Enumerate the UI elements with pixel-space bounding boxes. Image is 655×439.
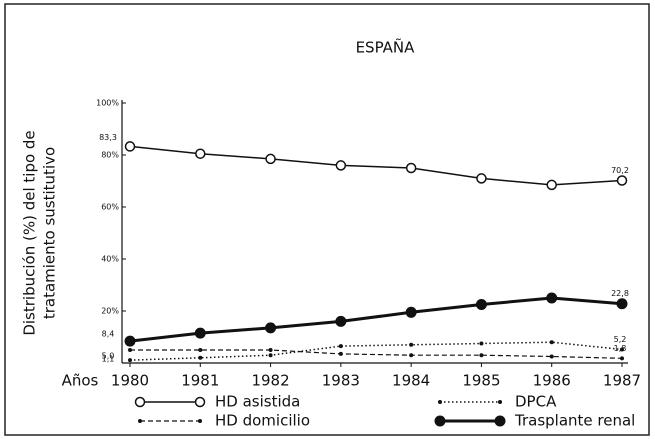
- point: [138, 419, 142, 423]
- point: [549, 354, 554, 359]
- point: [475, 299, 487, 310]
- y-tick-label: 100%: [96, 99, 119, 108]
- point: [405, 306, 417, 318]
- point: [134, 396, 146, 408]
- point: [476, 173, 487, 184]
- legend-label: DPCA: [515, 393, 557, 411]
- point: [198, 355, 203, 360]
- data-label: 1,8: [614, 344, 627, 353]
- point: [620, 347, 624, 352]
- point: [479, 353, 484, 358]
- point: [405, 162, 417, 174]
- y-axis-label: tratamiento sustitutivo: [41, 147, 59, 319]
- series-line: [129, 341, 623, 361]
- data-label: 22,8: [611, 289, 629, 298]
- point: [616, 298, 628, 310]
- x-tick-label: 1986: [533, 372, 571, 390]
- point: [620, 356, 624, 361]
- point: [434, 415, 446, 427]
- data-label: 70,2: [611, 166, 629, 175]
- chart-title: ESPAÑA: [356, 38, 416, 57]
- point: [268, 348, 273, 352]
- y-tick-label: 20%: [101, 307, 119, 316]
- point: [124, 335, 136, 347]
- point: [479, 341, 484, 346]
- point: [128, 348, 132, 352]
- data-label: 1,1: [102, 355, 115, 364]
- x-tick-label: 1985: [462, 372, 500, 390]
- point: [338, 351, 343, 356]
- point: [498, 400, 502, 404]
- x-tick-label: 1982: [251, 372, 289, 390]
- legend-label: HD asistida: [215, 393, 300, 411]
- x-tick-label: 1981: [181, 372, 219, 390]
- x-axis-label: Años: [62, 372, 99, 390]
- point: [195, 148, 206, 159]
- data-label: 8,4: [102, 330, 115, 339]
- point: [265, 153, 276, 165]
- data-label: 5,0: [102, 352, 115, 361]
- frame: [4, 3, 650, 436]
- point: [546, 292, 558, 304]
- series-line: [129, 296, 623, 343]
- y-tick-label: 40%: [101, 255, 119, 264]
- x-tick-label: 1987: [603, 372, 641, 390]
- y-axis-label: Distribución (%) del tipo de: [21, 130, 39, 335]
- data-label: 83,3: [99, 133, 117, 142]
- point: [198, 348, 203, 352]
- point: [194, 327, 206, 339]
- point: [335, 160, 347, 171]
- legend-label: HD domicilio: [215, 412, 310, 430]
- point: [198, 419, 202, 423]
- x-tick-label: 1984: [392, 372, 430, 390]
- point: [494, 415, 506, 427]
- point: [409, 342, 414, 347]
- point: [409, 353, 414, 358]
- data-label: 5,2: [614, 335, 627, 344]
- x-tick-label: 1983: [322, 372, 360, 390]
- point: [265, 322, 277, 334]
- point: [335, 315, 347, 327]
- y-tick-label: 60%: [101, 203, 119, 212]
- legend-label: Trasplante renal: [514, 412, 635, 430]
- series-line: [129, 145, 623, 186]
- point: [616, 175, 628, 186]
- y-tick-label: 80%: [101, 151, 119, 160]
- point: [268, 353, 273, 358]
- point: [546, 179, 557, 191]
- x-tick-label: 1980: [111, 372, 149, 390]
- point: [194, 396, 206, 408]
- point: [549, 340, 554, 345]
- point: [128, 358, 132, 363]
- point: [338, 344, 343, 349]
- point: [124, 141, 136, 152]
- series-line: [130, 349, 623, 359]
- point: [438, 400, 442, 404]
